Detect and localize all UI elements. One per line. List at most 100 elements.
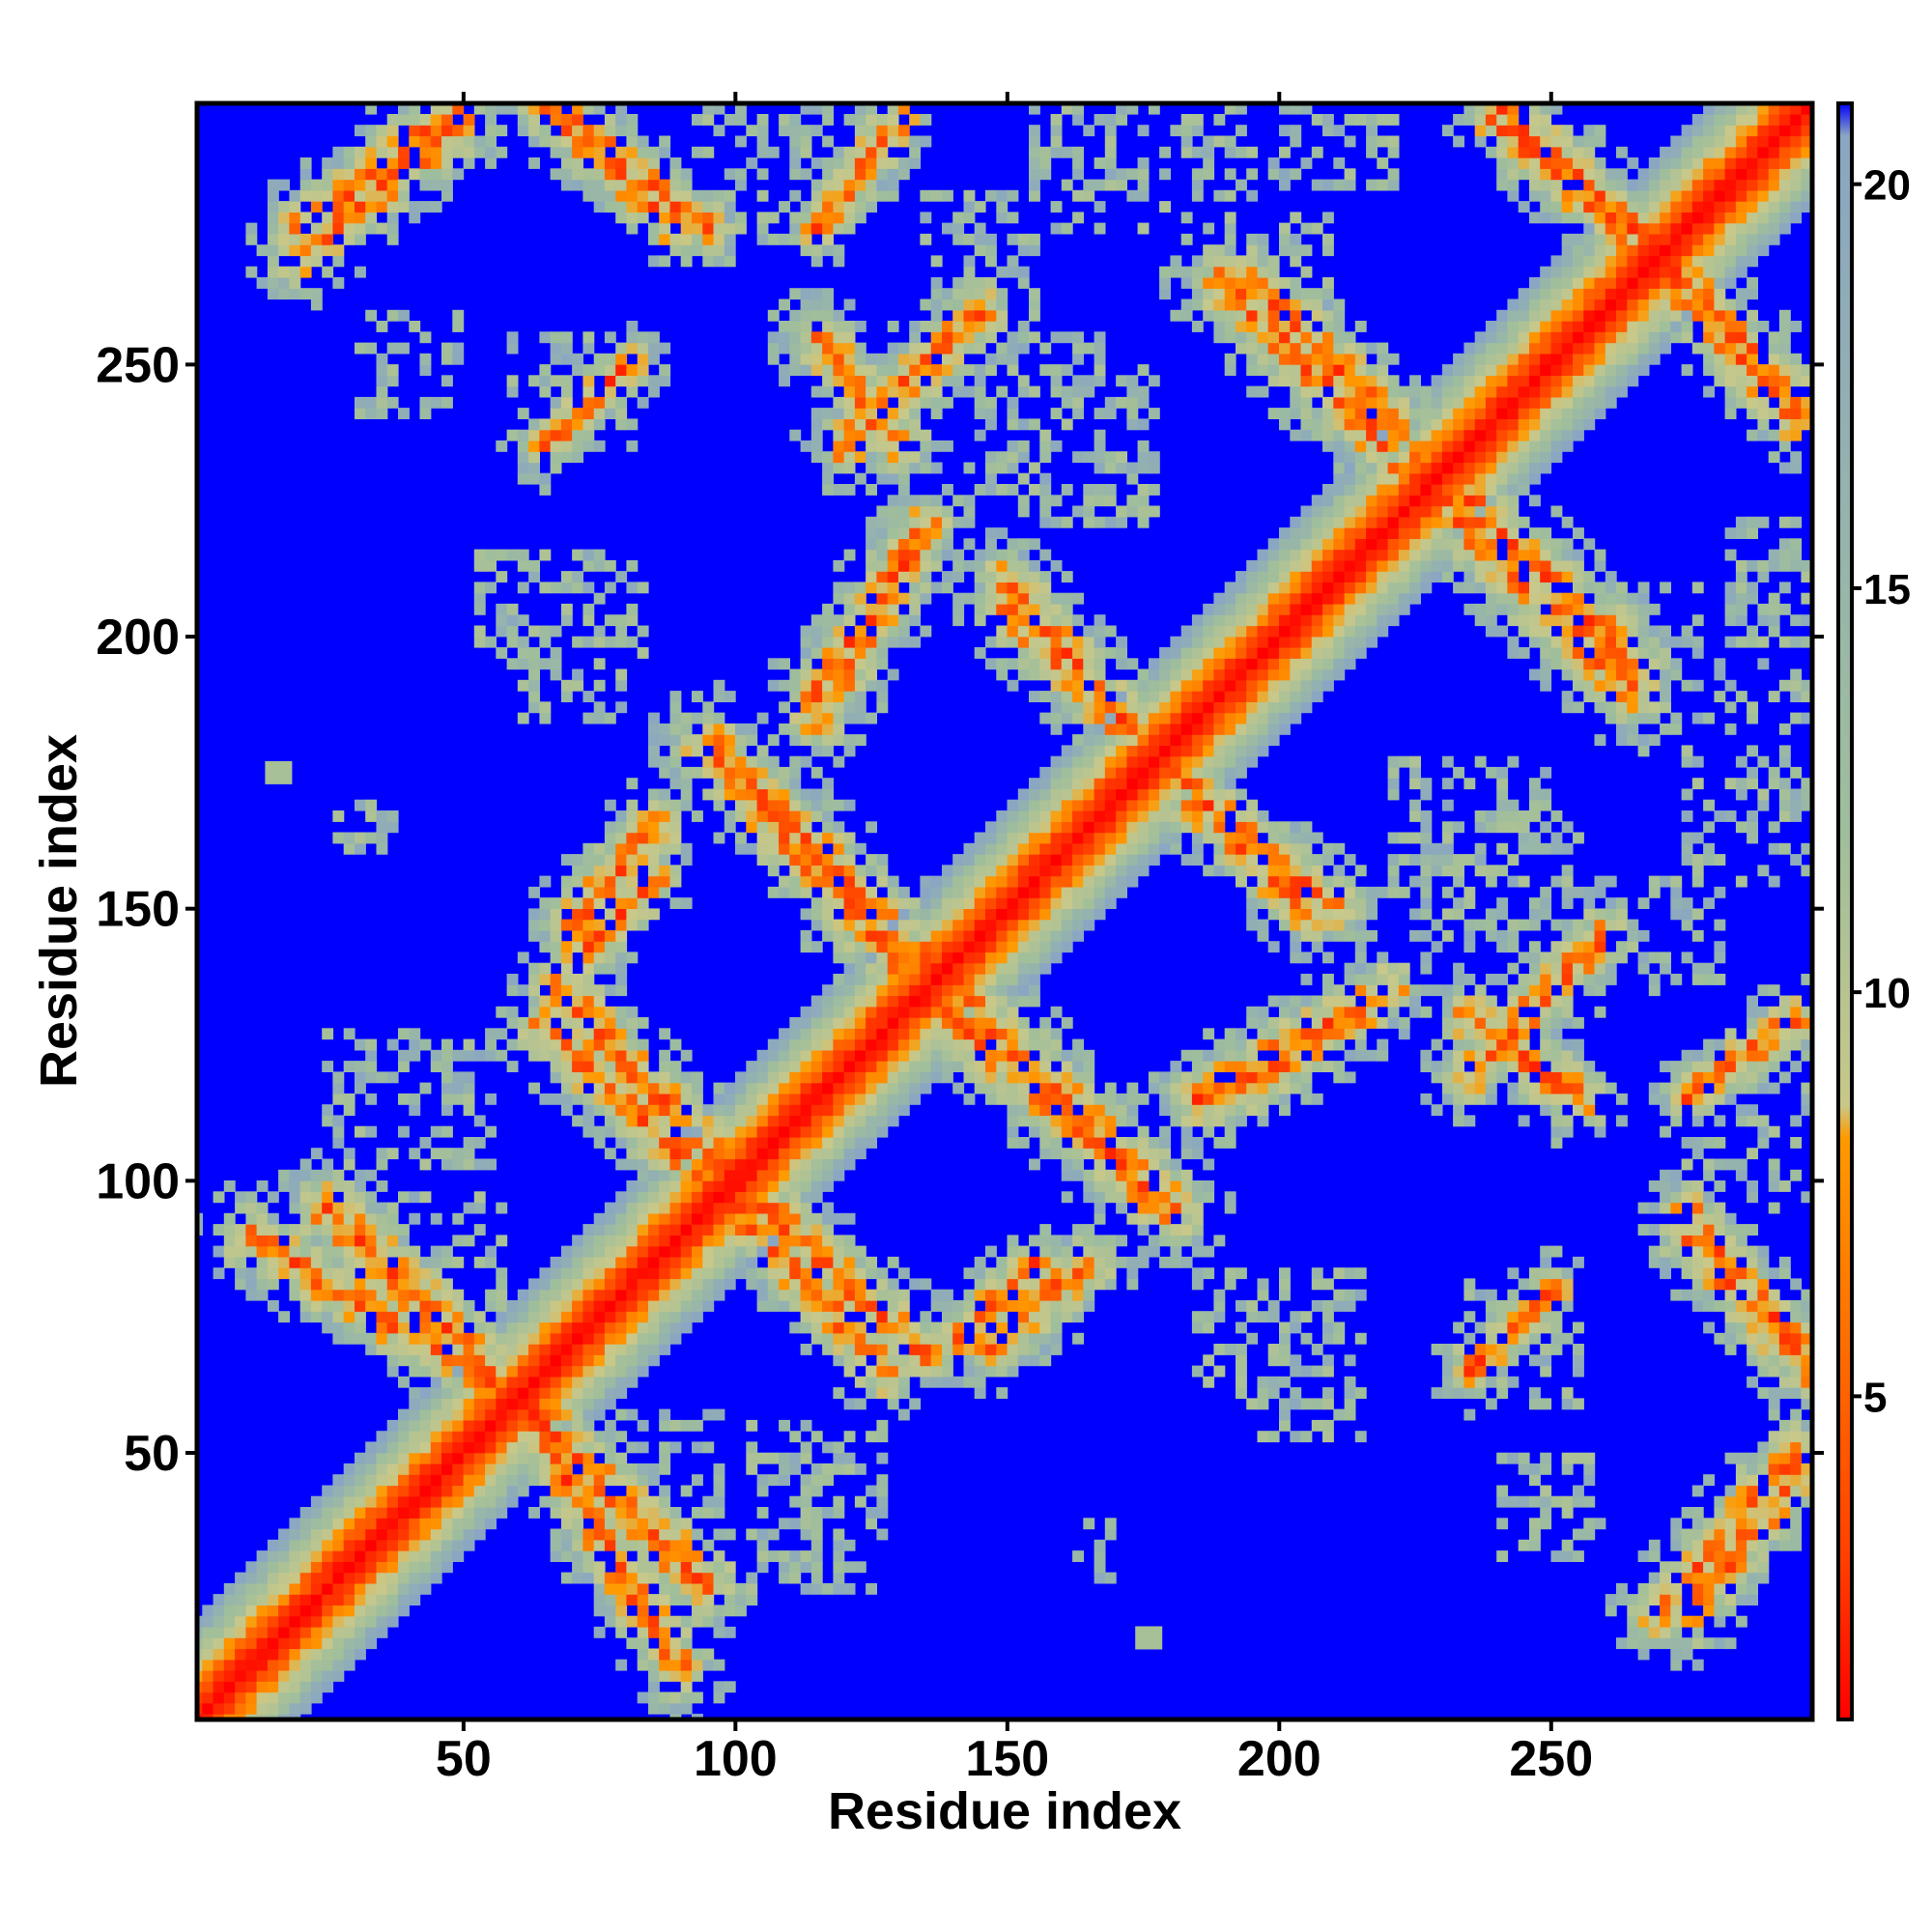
- heatmap-cell: [659, 810, 671, 822]
- heatmap-cell: [289, 1648, 301, 1661]
- heatmap-cell: [909, 974, 922, 985]
- heatmap-cell: [386, 1572, 399, 1584]
- heatmap-cell: [604, 1495, 616, 1508]
- heatmap-cell: [876, 1354, 889, 1367]
- heatmap-cell: [887, 1115, 899, 1127]
- heatmap-cell: [430, 1431, 442, 1443]
- heatmap-cell: [299, 1561, 312, 1574]
- heatmap-cell: [843, 941, 856, 953]
- heatmap-cell: [822, 1071, 834, 1084]
- heatmap-cell: [560, 157, 573, 169]
- heatmap-cell: [800, 1180, 812, 1192]
- heatmap-cell: [876, 559, 889, 572]
- heatmap-cell: [593, 559, 606, 572]
- heatmap-cell: [800, 842, 812, 855]
- heatmap-cell: [593, 1572, 606, 1584]
- heatmap-cell: [550, 342, 562, 355]
- heatmap-cell: [789, 668, 802, 681]
- heatmap-cell: [1116, 168, 1127, 181]
- heatmap-cell: [692, 1507, 703, 1519]
- heatmap-cell: [854, 919, 867, 931]
- heatmap-cell: [669, 897, 682, 909]
- heatmap-cell: [713, 766, 725, 779]
- heatmap-cell: [789, 1180, 802, 1192]
- heatmap-cell: [702, 1495, 715, 1508]
- heatmap-cell: [909, 146, 922, 158]
- heatmap-cell: [615, 962, 628, 975]
- heatmap-cell: [615, 1474, 628, 1487]
- heatmap-cell: [626, 385, 639, 398]
- heatmap-cell: [1072, 1049, 1084, 1062]
- heatmap-cell: [1094, 1169, 1106, 1181]
- heatmap-cell: [702, 1441, 715, 1454]
- heatmap-cell: [930, 255, 943, 268]
- heatmap-cell: [897, 919, 910, 931]
- heatmap-cell: [810, 1115, 823, 1127]
- heatmap-cell: [974, 1061, 986, 1072]
- heatmap-cell: [615, 201, 628, 213]
- heatmap-cell: [528, 135, 540, 148]
- heatmap-cell: [398, 1550, 410, 1562]
- heatmap-cell: [560, 451, 573, 464]
- heatmap-cell: [680, 1539, 693, 1551]
- heatmap-cell: [1050, 1071, 1063, 1084]
- heatmap-cell: [213, 1659, 225, 1671]
- heatmap-cell: [593, 1398, 606, 1410]
- heatmap-cell: [920, 1038, 932, 1051]
- heatmap-cell: [789, 766, 802, 779]
- heatmap-cell: [365, 832, 378, 844]
- heatmap-cell: [669, 1311, 682, 1323]
- heatmap-cell: [920, 1082, 932, 1094]
- heatmap-cell: [604, 1038, 616, 1051]
- heatmap-cell: [441, 1550, 453, 1562]
- heatmap-cell: [713, 1104, 725, 1117]
- heatmap-cell: [593, 941, 606, 953]
- heatmap-cell: [1007, 233, 1019, 245]
- heatmap-cell: [355, 1245, 366, 1258]
- heatmap-cell: [550, 1376, 562, 1388]
- heatmap-cell: [604, 1321, 616, 1334]
- heatmap-cell: [974, 342, 986, 355]
- heatmap-cell: [398, 1354, 410, 1367]
- heatmap-cell: [223, 1615, 236, 1628]
- heatmap-cell: [789, 189, 802, 202]
- heatmap-cell: [897, 1104, 910, 1117]
- heatmap-cell: [996, 1278, 1009, 1291]
- heatmap-cell: [539, 712, 552, 724]
- heatmap-cell: [1094, 897, 1106, 909]
- heatmap-cell: [897, 429, 910, 441]
- heatmap-cell: [593, 1365, 606, 1378]
- heatmap-cell: [1094, 1115, 1106, 1127]
- heatmap-cell: [332, 1582, 345, 1595]
- heatmap-cell: [930, 495, 943, 507]
- heatmap-cell: [767, 1137, 780, 1149]
- heatmap-cell: [996, 582, 1009, 594]
- heatmap-cell: [909, 1017, 922, 1029]
- heatmap-cell: [452, 1289, 465, 1301]
- heatmap-cell: [1029, 571, 1040, 582]
- heatmap-cell: [800, 1104, 812, 1117]
- heatmap-cell: [876, 135, 889, 148]
- heatmap-cell: [930, 549, 943, 561]
- heatmap-cell: [854, 135, 867, 148]
- heatmap-cell: [1029, 1235, 1040, 1247]
- heatmap-cell: [1104, 1093, 1117, 1105]
- heatmap-cell: [441, 114, 453, 126]
- heatmap-cell: [822, 723, 834, 735]
- heatmap-cell: [1017, 1017, 1030, 1029]
- heatmap-cell: [278, 244, 290, 257]
- heatmap-cell: [692, 1670, 703, 1682]
- heatmap-cell: [637, 331, 649, 344]
- heatmap-cell: [322, 1028, 334, 1040]
- heatmap-cell: [985, 418, 997, 431]
- heatmap-cell: [659, 1278, 671, 1291]
- heatmap-cell: [866, 146, 877, 158]
- heatmap-cell: [963, 538, 976, 551]
- heatmap-cell: [974, 647, 986, 659]
- heatmap-cell: [866, 636, 877, 648]
- heatmap-cell: [582, 1398, 595, 1410]
- heatmap-cell: [1029, 897, 1040, 909]
- heatmap-cell: [1050, 919, 1063, 931]
- heatmap-cell: [1050, 222, 1063, 235]
- heatmap-cell: [909, 1006, 922, 1018]
